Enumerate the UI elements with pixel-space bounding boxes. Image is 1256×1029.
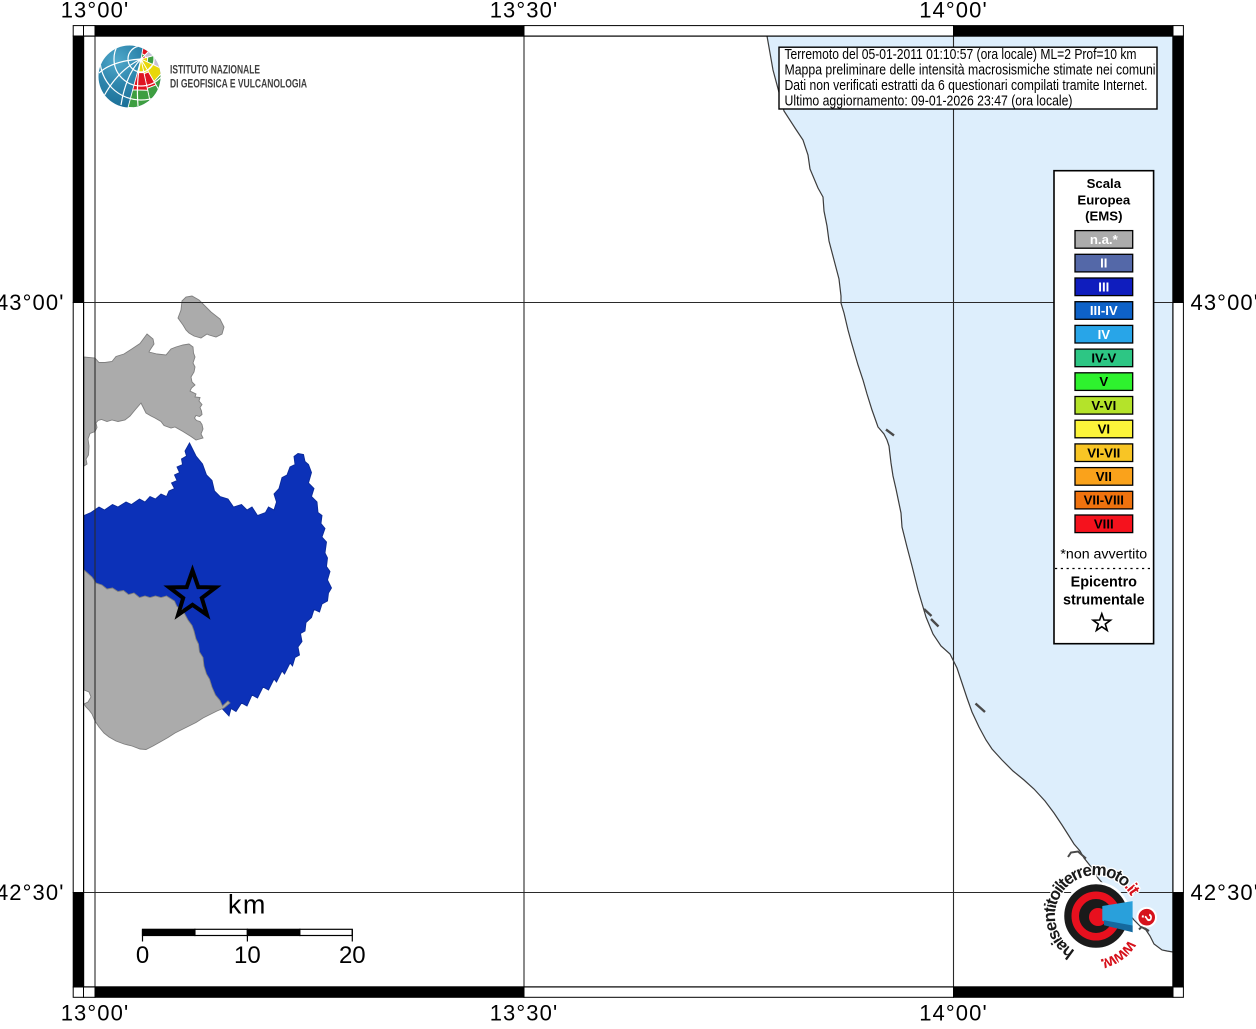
svg-text:42°30': 42°30' <box>0 880 65 905</box>
svg-text:20: 20 <box>339 942 366 969</box>
svg-text:13°00': 13°00' <box>61 1001 130 1025</box>
svg-text:V-VI: V-VI <box>1091 398 1116 413</box>
svg-text:*non avvertito: *non avvertito <box>1060 547 1147 563</box>
svg-text:43°00': 43°00' <box>0 290 65 315</box>
svg-text:VII-VIII: VII-VIII <box>1084 493 1124 508</box>
svg-text:III: III <box>1098 279 1109 294</box>
svg-text:Ultimo aggiornamento: 09-01-20: Ultimo aggiornamento: 09-01-2026 23:47 (… <box>785 92 1073 109</box>
svg-text:DI GEOFISICA E VULCANOLOGIA: DI GEOFISICA E VULCANOLOGIA <box>170 77 307 91</box>
svg-text:km: km <box>228 890 267 920</box>
svg-text:Europea: Europea <box>1077 192 1130 207</box>
svg-text:13°30': 13°30' <box>490 0 559 23</box>
svg-text:V: V <box>1099 374 1108 389</box>
svg-text:43°00': 43°00' <box>1191 290 1256 315</box>
svg-text:0: 0 <box>136 942 149 969</box>
svg-text:VII: VII <box>1096 469 1112 484</box>
svg-text:Scala: Scala <box>1087 176 1122 191</box>
svg-text:14°00': 14°00' <box>919 0 988 23</box>
svg-text:42°30': 42°30' <box>1191 880 1256 905</box>
svg-text:IV-V: IV-V <box>1091 351 1116 366</box>
svg-text:III-IV: III-IV <box>1090 303 1118 318</box>
svg-text:10: 10 <box>234 942 261 969</box>
svg-text:13°00': 13°00' <box>61 0 130 23</box>
svg-text:Epicentro: Epicentro <box>1071 575 1138 591</box>
svg-text:n.a.*: n.a.* <box>1090 232 1119 247</box>
svg-text:VI-VII: VI-VII <box>1087 445 1120 460</box>
svg-text:VIII: VIII <box>1094 516 1114 531</box>
svg-text:II: II <box>1100 256 1107 271</box>
svg-text:13°30': 13°30' <box>490 1001 559 1025</box>
svg-text:strumentale: strumentale <box>1063 593 1145 609</box>
svg-text:ISTITUTO NAZIONALE: ISTITUTO NAZIONALE <box>170 63 260 77</box>
svg-text:VI: VI <box>1098 422 1110 437</box>
svg-text:(EMS): (EMS) <box>1085 209 1122 224</box>
svg-text:IV: IV <box>1098 327 1111 342</box>
svg-text:14°00': 14°00' <box>919 1001 988 1025</box>
